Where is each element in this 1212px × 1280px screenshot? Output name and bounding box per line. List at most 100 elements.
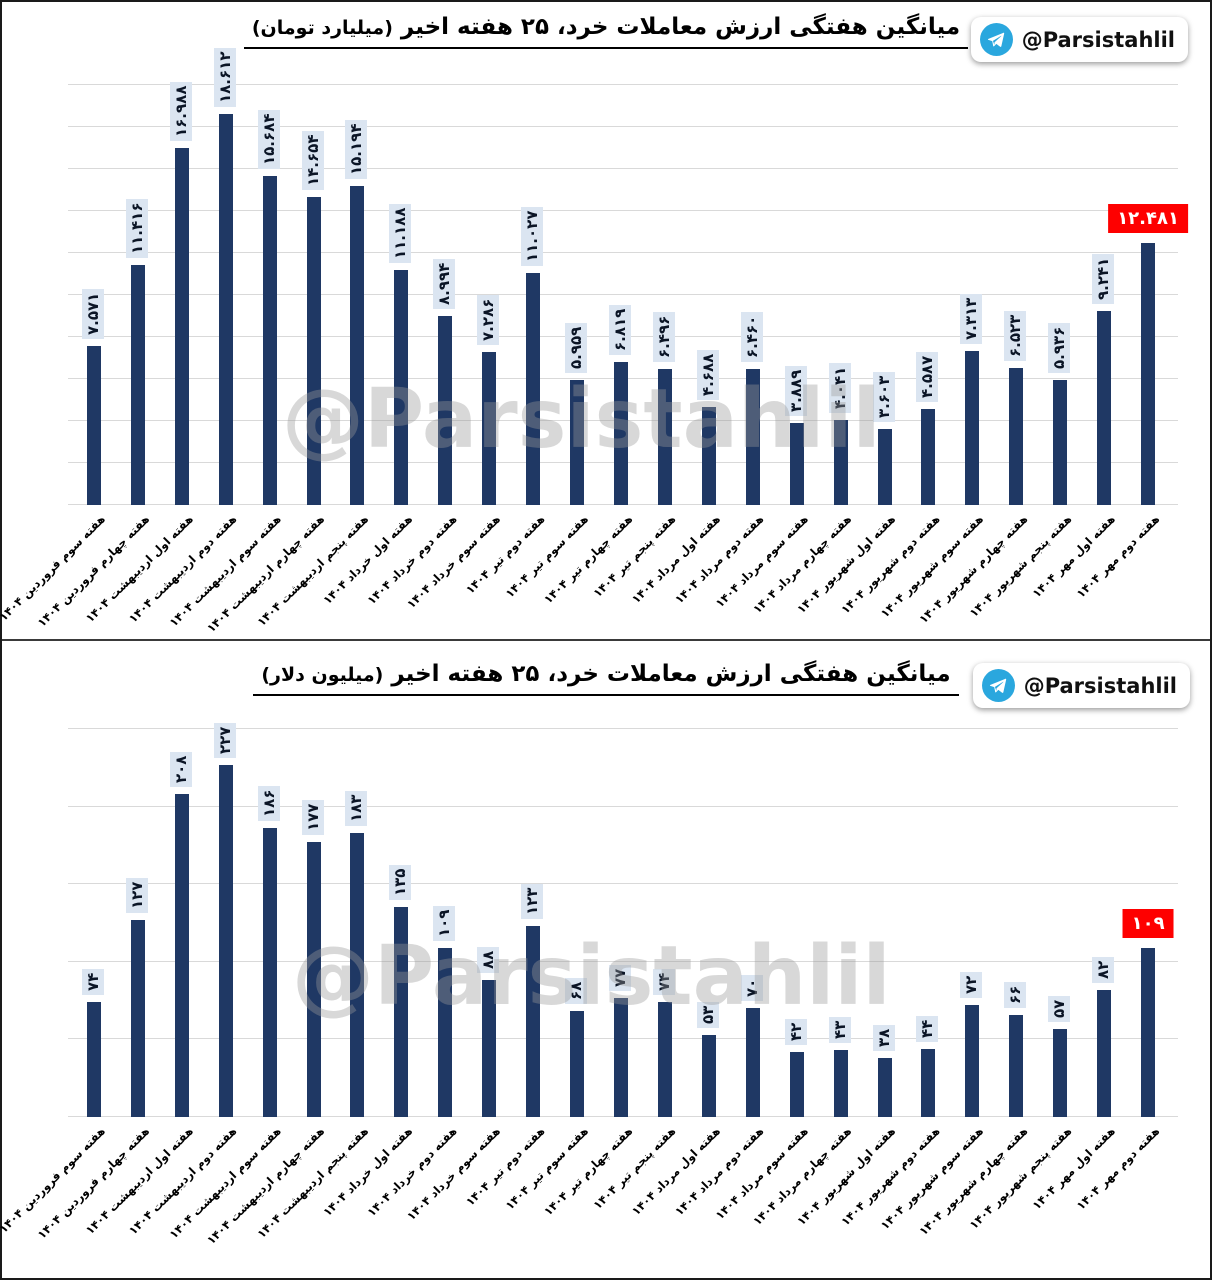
- bar: [701, 406, 716, 505]
- bar: [1053, 380, 1068, 505]
- bar: [1097, 989, 1112, 1117]
- bar-slot: ۱۸۶ هفته سوم اردیبهشت ۱۴۰۴: [166, 729, 292, 1241]
- bar-value-label: ۶.۸۱۹: [609, 304, 632, 355]
- bar-value-label: ۲۲۷: [213, 722, 236, 758]
- bar: [965, 351, 980, 505]
- bar-value-label: ۸۸: [477, 947, 500, 974]
- bar-slot: ۴۲ هفته سوم مرداد ۱۴۰۴: [712, 729, 819, 1222]
- bar-value-label: ۱۷۷: [301, 799, 324, 836]
- bar-value-label: ۱۲۷: [125, 877, 148, 913]
- bar-slot: ۸.۹۹۴ هفته دوم خرداد ۱۴۰۴: [364, 85, 467, 607]
- bar-value-label: ۶.۵۲۳: [1004, 310, 1027, 362]
- gridline: [68, 84, 1178, 85]
- bar-slot: ۱۵.۶۸۴ هفته سوم اردیبهشت ۱۴۰۴: [166, 85, 292, 629]
- bar: [570, 1011, 585, 1117]
- gridline: [68, 805, 1178, 807]
- bar-value-label: ۶.۴۹۶: [652, 311, 675, 362]
- telegram-handle: @Parsistahlil: [1023, 673, 1177, 698]
- bar: [965, 1005, 980, 1117]
- bar-slot: ۱۱.۱۸۸ هفته اول خرداد ۱۴۰۴: [320, 85, 423, 607]
- bar: [1009, 1014, 1024, 1117]
- bar-value-label: ۳.۸۸۹: [784, 366, 807, 417]
- bar: [657, 368, 672, 505]
- bar-value-label: ۷۲: [960, 971, 983, 999]
- bar-slot: ۹.۲۴۱ هفته اول مهر ۱۴۰۴: [1030, 85, 1126, 600]
- bar: [526, 926, 541, 1117]
- gridline: [68, 210, 1178, 211]
- bar-slot: ۷.۲۸۶ هفته سوم خرداد ۱۴۰۴: [404, 85, 511, 611]
- bar: [1141, 242, 1156, 505]
- bar: [789, 423, 804, 505]
- bar-value-label: ۷۴: [652, 968, 675, 996]
- bar: [86, 346, 101, 505]
- bar-slot: ۱۱.۴۱۶ هفته چهارم فروردین ۱۴۰۴: [34, 85, 160, 630]
- chart-title-unit: (میلیون دلار): [261, 664, 384, 686]
- bar: [921, 1048, 936, 1117]
- bar: [350, 185, 365, 505]
- telegram-badge[interactable]: @Parsistahlil: [972, 663, 1190, 708]
- bar-value-label: ۱۱.۱۸۸: [389, 203, 412, 264]
- bar-slot: ۴.۰۴۱ هفته چهارم مرداد ۱۴۰۴: [750, 85, 863, 616]
- bar: [833, 1050, 848, 1117]
- bar-slot: ۱۲۳ هفته دوم تیر ۱۴۰۴: [462, 729, 555, 1209]
- bar: [1141, 947, 1156, 1117]
- bar: [218, 764, 233, 1117]
- bar: [86, 1002, 101, 1117]
- bar: [218, 114, 233, 505]
- bar-slot: ۷.۳۱۳ هفته سوم شهریور ۱۴۰۴: [878, 85, 994, 620]
- bar-value-label: ۴۴: [916, 1015, 939, 1042]
- x-axis-label: هفته دوم مهر ۱۴۰۴: [1073, 512, 1162, 601]
- bar: [438, 947, 453, 1117]
- bar-slot: ۱۸۳ هفته پنجم اردیبهشت ۱۴۰۴: [255, 729, 380, 1241]
- telegram-handle: @Parsistahlil: [1021, 27, 1175, 52]
- gridline: [68, 294, 1178, 295]
- bar: [877, 429, 892, 505]
- bar-slot: ۶.۴۶۰ هفته دوم مرداد ۱۴۰۴: [672, 85, 775, 606]
- chart-title-text: میانگین هفتگی ارزش معاملات خرد، ۲۵ هفته …: [391, 661, 951, 687]
- bar-slot: ۶۶ هفته چهارم شهریور ۱۴۰۴: [916, 729, 1038, 1238]
- bar: [1009, 368, 1024, 505]
- bar: [438, 316, 453, 505]
- bar-slot: ۱۶.۹۸۸ هفته اول اردیبهشت ۱۴۰۴: [83, 81, 204, 625]
- bar: [570, 379, 585, 505]
- bar-slot: ۵.۹۵۹ هفته سوم تیر ۱۴۰۴: [503, 85, 599, 600]
- bar-slot: ۱۸.۶۱۲ هفته دوم اردیبهشت ۱۴۰۴: [126, 47, 248, 625]
- gridline: [68, 728, 1178, 729]
- bar-slot: ۴۳ هفته چهارم مرداد ۱۴۰۴: [750, 729, 863, 1228]
- bar-slot: ۵.۹۳۶ هفته پنجم شهریور ۱۴۰۴: [966, 85, 1082, 620]
- bar-slot: ۷.۵۷۱ هفته سوم فروردین ۱۴۰۴: [0, 85, 116, 624]
- bar-value-label: ۸.۹۹۴: [433, 258, 456, 310]
- bar-value-label: ۷.۲۸۶: [477, 294, 500, 345]
- bar: [877, 1058, 892, 1117]
- chart-title-text: میانگین هفتگی ارزش معاملات خرد، ۲۵ هفته …: [400, 14, 961, 40]
- telegram-badge[interactable]: @Parsistahlil: [970, 17, 1188, 62]
- bar: [130, 919, 145, 1117]
- bar: [1097, 310, 1112, 505]
- x-axis-label: هفته دوم تیر ۱۴۰۴: [462, 512, 548, 597]
- gridline: [68, 883, 1178, 885]
- bar-slot: ۲۰۸ هفته اول اردیبهشت ۱۴۰۴: [83, 729, 204, 1237]
- bar: [482, 980, 497, 1117]
- bar-value-label: ۱۳۵: [389, 865, 412, 901]
- bar-value-label: ۴۳: [828, 1016, 851, 1044]
- bar: [701, 1034, 716, 1117]
- telegram-icon: [979, 23, 1013, 56]
- gridline: [68, 168, 1178, 169]
- bar-slot: ۶.۸۱۹ هفته چهارم تیر ۱۴۰۴: [541, 85, 643, 606]
- bar-value-label: ۱۶.۹۸۸: [169, 81, 192, 142]
- x-axis-label: هفته اول مهر ۱۴۰۴: [1029, 512, 1119, 601]
- plot-area: ۷.۵۷۱ هفته سوم فروردین ۱۴۰۴ ۱۱.۴۱۶ هفته چها…: [0, 47, 1188, 635]
- bar: [526, 273, 541, 505]
- chart-title: میانگین هفتگی ارزش معاملات خرد، ۲۵ هفته …: [2, 14, 1210, 49]
- chart-title: میانگین هفتگی ارزش معاملات خرد، ۲۵ هفته …: [2, 661, 1210, 696]
- chart-panel-million-dollar: میانگین هفتگی ارزش معاملات خرد، ۲۵ هفته …: [0, 641, 1210, 1276]
- bar-value-label: ۵.۹۵۹: [565, 322, 588, 373]
- bar-value-label: ۳۸: [872, 1024, 895, 1052]
- bar-value-label: ۷.۵۷۱: [81, 288, 104, 340]
- bar: [745, 1008, 760, 1117]
- bar: [306, 842, 321, 1117]
- bar: [350, 832, 365, 1117]
- bar-value-label: ۶.۴۶۰: [740, 312, 763, 363]
- bar-value-label: ۱۸.۶۱۲: [213, 47, 236, 108]
- bar-slot: ۸۲ هفته اول مهر ۱۴۰۴: [1030, 729, 1126, 1212]
